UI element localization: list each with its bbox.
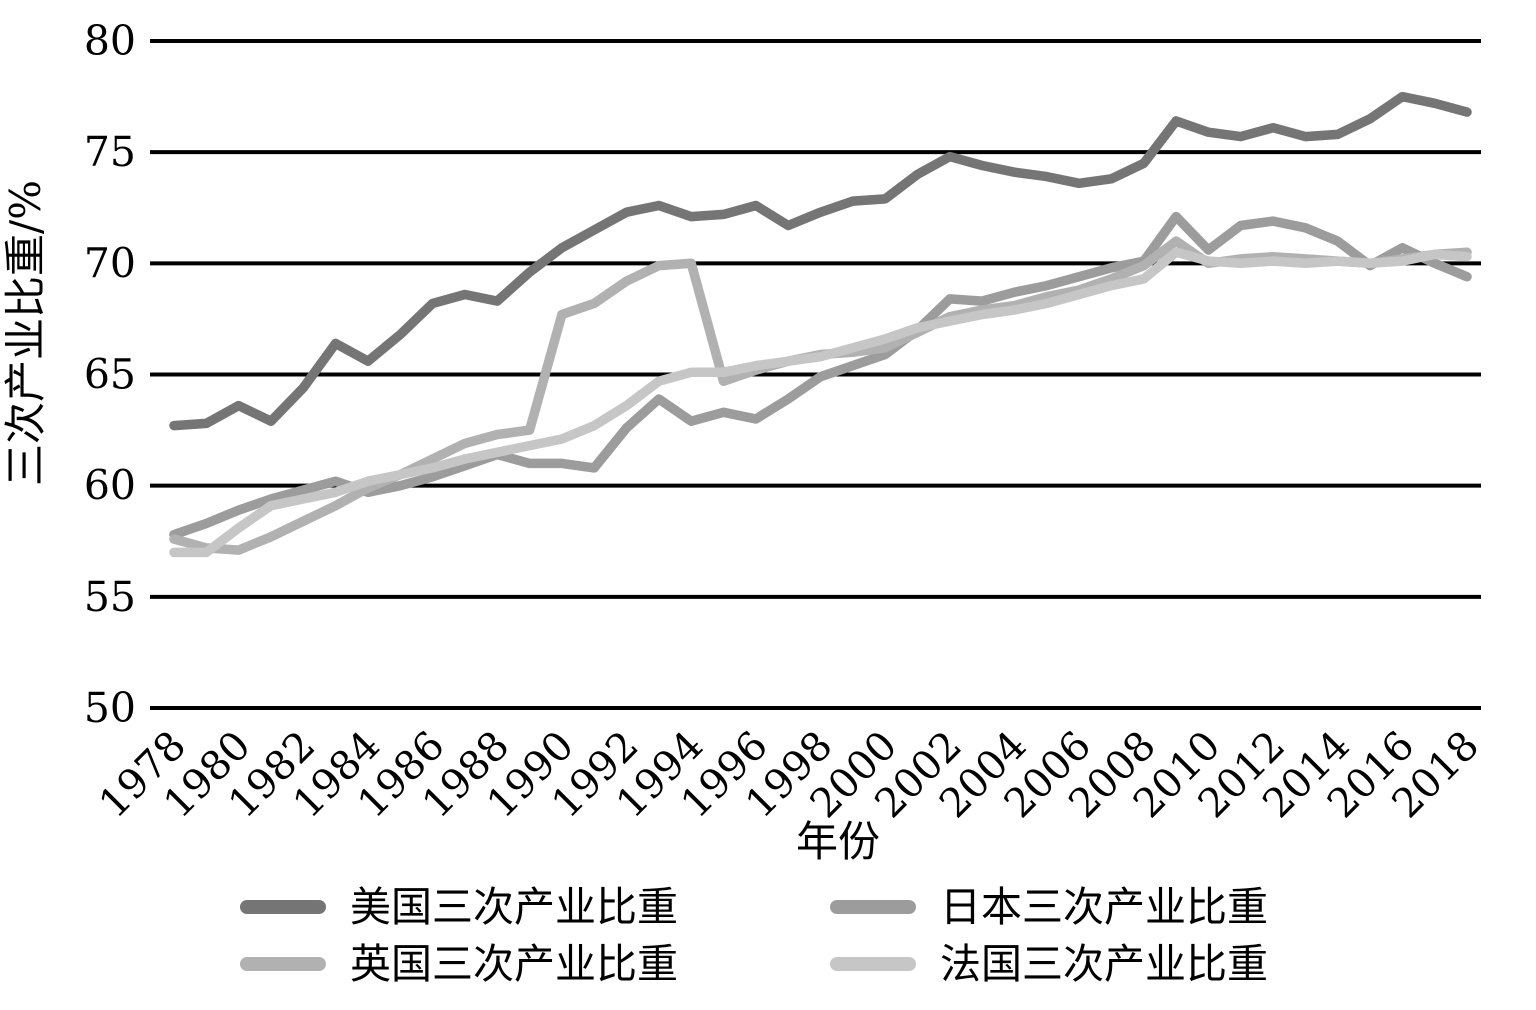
- legend-item-japan: 日本三次产业比重: [830, 884, 1268, 930]
- legend-item-us: 美国三次产业比重: [240, 884, 678, 930]
- legend-label-uk: 英国三次产业比重: [350, 939, 678, 988]
- legend-swatch-uk: [240, 957, 326, 971]
- y-axis-title: 三次产业比重/%: [1, 180, 50, 486]
- y-tick-label-80: 80: [84, 17, 136, 65]
- legend-item-uk: 英国三次产业比重: [240, 941, 678, 987]
- line-us: [169, 91, 1472, 431]
- y-tick-label-70: 70: [84, 239, 136, 287]
- legend-label-france: 法国三次产业比重: [940, 939, 1268, 988]
- y-tick-label-65: 65: [84, 351, 136, 399]
- legend-swatch-japan: [830, 900, 916, 914]
- line-france: [169, 247, 1472, 558]
- line-japan: [169, 211, 1472, 540]
- legend-label-us: 美国三次产业比重: [350, 882, 678, 931]
- legend-swatch-us: [240, 900, 326, 914]
- y-tick-label-60: 60: [84, 462, 136, 510]
- y-tick-label-55: 55: [84, 573, 136, 621]
- x-axis-title: 年份: [796, 817, 880, 866]
- line-uk: [169, 236, 1472, 555]
- legend-item-france: 法国三次产业比重: [830, 941, 1268, 987]
- y-tick-label-75: 75: [84, 128, 136, 176]
- legend-swatch-france: [830, 957, 916, 971]
- legend-label-japan: 日本三次产业比重: [940, 882, 1268, 931]
- y-tick-label-50: 50: [84, 684, 136, 732]
